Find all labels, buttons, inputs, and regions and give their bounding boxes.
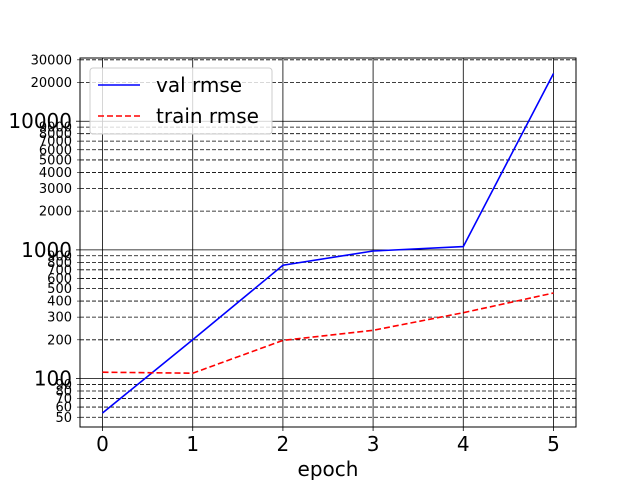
legend-label: train rmse [156, 104, 259, 128]
y-minor-tick-label: 90 [55, 378, 72, 393]
x-tick-label: 0 [96, 432, 109, 456]
y-major-tick-label: 1000 [21, 238, 72, 262]
y-minor-tick-label: 8000 [39, 127, 72, 142]
grid-lines [80, 58, 576, 427]
x-axis-label: epoch [298, 457, 359, 480]
x-tick-label: 2 [277, 432, 290, 456]
y-minor-tick-label: 7000 [39, 135, 72, 150]
x-tick-label: 4 [457, 432, 470, 456]
y-minor-tick-label: 3000 [39, 182, 72, 197]
y-minor-tick-label: 400 [47, 295, 72, 310]
y-major-tick-label: 10000 [8, 109, 72, 133]
axis-ticks: 0 1 2 3 4 55060708090200300400500600700800900… [8, 53, 559, 456]
val-rmse-line [101, 73, 555, 414]
x-tick-label: 3 [367, 432, 380, 456]
y-minor-tick-label: 600 [47, 272, 72, 287]
y-minor-tick-label: 6000 [39, 143, 72, 158]
y-minor-tick-label: 4000 [39, 166, 72, 181]
y-minor-tick-label: 20000 [31, 76, 72, 91]
y-minor-tick-label: 200 [47, 333, 72, 348]
x-tick-label: 1 [186, 432, 199, 456]
legend-label: val rmse [156, 73, 242, 97]
y-minor-tick-label: 80 [55, 384, 72, 399]
y-minor-tick-label: 60 [55, 401, 72, 416]
legend: val rmse train rmse [89, 67, 273, 135]
y-major-tick-label: 100 [34, 367, 72, 391]
plot-frame [79, 57, 577, 428]
y-minor-tick-label: 700 [47, 263, 72, 278]
train-rmse-line [102, 292, 554, 375]
y-minor-tick-label: 300 [47, 311, 72, 326]
series-lines [101, 73, 555, 414]
y-minor-tick-label: 50 [55, 411, 72, 426]
y-minor-tick-label: 9000 [39, 121, 72, 136]
y-minor-tick-label: 500 [47, 282, 72, 297]
y-minor-tick-label: 30000 [31, 53, 72, 68]
y-minor-tick-label: 5000 [39, 153, 72, 168]
y-minor-tick-label: 900 [47, 249, 72, 264]
y-minor-tick-label: 800 [47, 256, 72, 271]
y-minor-tick-label: 70 [55, 392, 72, 407]
x-tick-label: 5 [547, 432, 560, 456]
y-minor-tick-label: 2000 [39, 205, 72, 220]
